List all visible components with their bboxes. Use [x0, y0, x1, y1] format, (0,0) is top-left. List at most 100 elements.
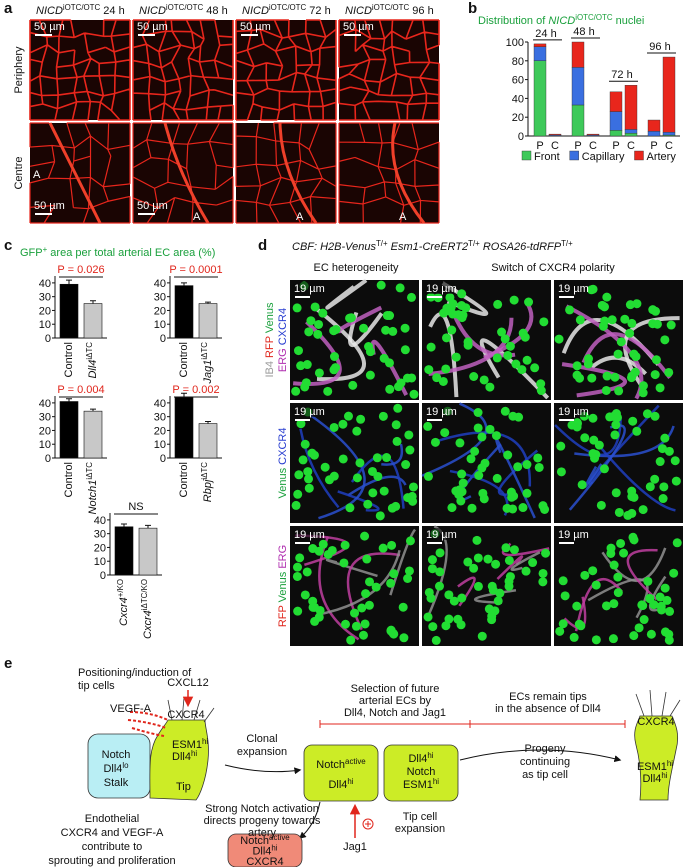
nucleus [572, 370, 582, 380]
scale-bar-label: 50 µm [343, 21, 374, 33]
nucleus [540, 504, 550, 514]
nucleus [503, 350, 513, 360]
nucleus [364, 600, 374, 610]
nucleus [426, 342, 436, 352]
nucleus [308, 544, 318, 554]
scale-bar-label: 19 µm [426, 283, 457, 295]
y-tick-label: 0 [45, 333, 51, 345]
scale-bar-label: 19 µm [558, 529, 589, 541]
legend-label: Front [534, 151, 560, 163]
scale-bar-label: 50 µm [137, 21, 168, 33]
label: Positioning/induction of [78, 667, 192, 679]
label: Dll4lo [103, 761, 129, 776]
panel-letter: d [258, 237, 267, 254]
text-part: ESM1 [403, 779, 433, 791]
nucleus [629, 535, 639, 545]
superscript: T/+ [376, 239, 388, 248]
nucleus [511, 359, 521, 369]
nucleus [313, 329, 323, 339]
image-background [236, 123, 336, 223]
nucleus [444, 590, 454, 600]
column-header: NICDiOTC/OTC 96 h [345, 3, 434, 18]
nucleus [323, 549, 333, 559]
bar-segment [533, 46, 547, 62]
nucleus [463, 340, 473, 350]
nucleus [423, 421, 433, 431]
bar [114, 526, 134, 576]
nucleus [363, 499, 373, 509]
nucleus [339, 558, 349, 568]
superscript: hi [433, 777, 439, 786]
nucleus [605, 412, 615, 422]
label: expansion [395, 823, 445, 835]
nucleus [669, 568, 679, 578]
nucleus [493, 596, 503, 606]
nucleus [638, 381, 648, 391]
nucleus [504, 581, 514, 591]
text-part: NICD [139, 5, 166, 17]
label: in the absence of Dll4 [495, 703, 601, 715]
label: Endothelial [85, 813, 139, 825]
bar-segment [624, 129, 638, 134]
nucleus [655, 383, 665, 393]
arrow [224, 764, 302, 775]
nucleus [457, 301, 467, 311]
label: artery [248, 827, 277, 839]
nucleus [556, 467, 566, 477]
nucleus [517, 365, 527, 375]
nucleus [538, 577, 548, 587]
group-label: 48 h [573, 26, 594, 38]
tip-cell [149, 719, 209, 801]
vessel-network [132, 19, 234, 121]
nucleus [389, 569, 399, 579]
nucleus [338, 454, 348, 464]
nucleus [611, 420, 621, 430]
nucleus [664, 367, 674, 377]
nucleus [300, 590, 310, 600]
text-part: NICD [345, 5, 372, 17]
label: Dll4hi [408, 751, 433, 766]
nucleus [645, 482, 655, 492]
label: CXCR4 [246, 856, 283, 867]
nucleus [329, 326, 339, 336]
panel-letter: e [4, 655, 12, 672]
bar [174, 285, 194, 339]
row-label: IB4 RFP Venus [264, 302, 276, 378]
column-header: NICDiOTC/OTC 48 h [139, 3, 228, 18]
nucleus [293, 606, 303, 616]
nucleus [302, 360, 312, 370]
nucleus [610, 372, 620, 382]
x-tick-label: C [551, 140, 559, 152]
nucleus [588, 284, 598, 294]
nucleus [348, 380, 358, 390]
x-tick-label: Control [178, 342, 190, 377]
y-tick-label: 30 [39, 292, 51, 304]
y-tick-label: 20 [154, 305, 166, 317]
text-part: CXCR4 [277, 428, 289, 465]
label: Dll4hi [172, 749, 197, 764]
text-part: RFP [277, 602, 289, 627]
scale-bar-label: 19 µm [426, 406, 457, 418]
vessel [316, 549, 401, 617]
vessel [626, 548, 658, 601]
label: Dll4, Notch and Jag1 [344, 707, 446, 719]
nucleus [329, 471, 339, 481]
chart-title: GFP+ area per total arterial EC area (%) [20, 245, 215, 260]
text-part: Control [178, 342, 190, 377]
nucleus [492, 473, 502, 483]
nucleus [660, 335, 670, 345]
nucleus [659, 482, 669, 492]
nucleus [466, 454, 476, 464]
y-tick-label: 40 [39, 398, 51, 410]
text-part: ESM1 [637, 761, 667, 773]
nucleus [602, 371, 612, 381]
nucleus [438, 376, 448, 386]
y-tick-label: 0 [45, 453, 51, 465]
legend-swatch [569, 150, 579, 161]
nucleus [588, 566, 598, 576]
bar-segment [571, 104, 585, 137]
nucleus [361, 589, 371, 599]
superscript: hi [191, 749, 197, 758]
nucleus [451, 352, 461, 362]
vessel-network [235, 19, 337, 121]
